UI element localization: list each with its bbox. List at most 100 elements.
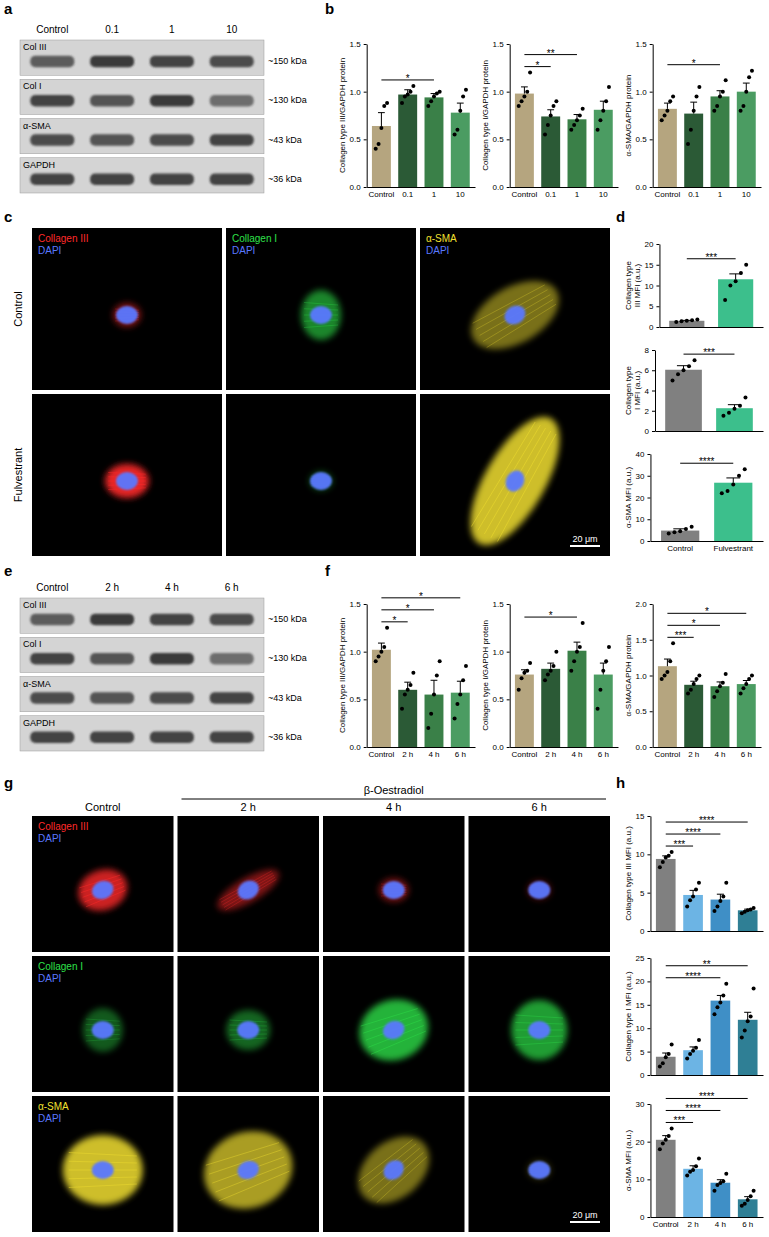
x-axis-line [656, 431, 764, 432]
y-tick: 2.0 [636, 600, 653, 609]
error-bar [524, 87, 525, 94]
bar [398, 95, 417, 187]
bar [568, 119, 587, 187]
significance-label: ** [547, 48, 555, 59]
y-tick-mark [647, 1028, 650, 1029]
bar-chart: Collagen type I/GAPDH protein0.00.51.01.… [481, 600, 619, 759]
cell-fibre [375, 1157, 429, 1203]
y-axis-title-line: Collagen type [624, 260, 633, 309]
y-tick-label: 20 [636, 977, 645, 986]
y-tick: 25 [636, 954, 651, 963]
cell [379, 878, 409, 902]
significance-label: **** [685, 827, 701, 838]
data-point [432, 693, 436, 697]
data-point [554, 99, 558, 103]
blot-strip [20, 158, 264, 193]
cell-fibre [515, 1015, 563, 1018]
channel-label: Collagen III [38, 821, 89, 832]
cell-body [511, 1000, 567, 1060]
y-axis: 0.00.51.01.5 [493, 600, 511, 752]
y-tick-mark [507, 699, 510, 700]
significance-label: *** [674, 1115, 686, 1126]
group-line [182, 799, 607, 800]
blot-band [30, 95, 74, 106]
y-tick-mark [364, 604, 367, 605]
error-bar [720, 995, 721, 1000]
data-point [660, 677, 664, 681]
y-tick-mark [364, 139, 367, 140]
y-tick: 40 [636, 450, 651, 459]
panel-letter: e [4, 562, 12, 579]
y-tick: 0.0 [636, 183, 653, 192]
micrograph [226, 394, 416, 556]
data-point [572, 123, 576, 127]
blot-strip [20, 716, 264, 751]
lane-label: 10 [226, 24, 238, 35]
bar [737, 92, 756, 187]
row-label: Control [12, 291, 24, 326]
error-cap [690, 102, 697, 103]
x-tick: 0.1 [402, 190, 414, 199]
y-tick-label: 40 [636, 450, 645, 459]
cell-body [301, 290, 341, 340]
nucleus [380, 1018, 407, 1042]
y-tick-label: 10 [636, 1024, 645, 1033]
panel-letter: b [325, 0, 334, 17]
bar-chart: α-SMA MFI (a.u.)0102030Control2 h4 h6 h*… [624, 1091, 764, 1228]
y-tick-label: 0 [640, 1071, 645, 1080]
x-tick-label: Control [511, 190, 537, 199]
significance-label: **** [699, 815, 715, 826]
y-tick-label: 1.5 [493, 40, 505, 49]
data-point [549, 114, 553, 118]
blot-strip [20, 119, 264, 154]
y-tick-mark [656, 306, 659, 307]
data-point [692, 682, 696, 686]
data-point [604, 99, 608, 103]
data-point [598, 688, 602, 692]
error-bar [381, 643, 382, 650]
x-axis: Control0.1110 [653, 188, 761, 199]
cell-fibre [69, 1153, 137, 1157]
data-point [374, 147, 378, 151]
y-axis-line [650, 1105, 651, 1218]
cell-fibre [478, 424, 540, 531]
y-tick: 15 [645, 261, 660, 270]
panel-letter: a [4, 0, 13, 17]
x-axis-line [510, 187, 618, 188]
scale-bar-label: 20 μm [572, 534, 597, 544]
x-tick-label: 10 [742, 190, 751, 199]
data-point [749, 1015, 753, 1019]
nucleus [235, 1158, 262, 1182]
y-tick-mark [647, 958, 650, 959]
y-tick-mark [507, 44, 510, 45]
cell-fibre [515, 1042, 563, 1045]
error-bar [603, 101, 604, 110]
significance-label: * [406, 73, 410, 84]
data-point [721, 681, 725, 685]
x-tick-label: 6 h [598, 750, 609, 759]
x-tick: Control [654, 750, 680, 759]
y-tick-label: 1.0 [350, 88, 362, 97]
data-point [667, 1052, 671, 1056]
y-tick: 0 [640, 1213, 650, 1222]
y-tick-mark [507, 92, 510, 93]
y-tick-mark [656, 286, 659, 287]
y-axis-title: α-SMA MFI (a.u.) [624, 467, 633, 528]
x-tick-label: Control [368, 190, 394, 199]
y-axis-title: Collagen type I MFI (a.u.) [624, 971, 633, 1062]
micrograph [32, 394, 222, 556]
cell [511, 1000, 567, 1060]
error-bar [733, 478, 734, 483]
y-axis-line [367, 605, 368, 748]
y-axis-title-line: Collagen type III/GAPDH protein [338, 618, 347, 733]
data-point [461, 94, 465, 98]
data-point [682, 368, 686, 372]
error-cap [457, 103, 464, 104]
bar [398, 690, 417, 747]
error-cap [404, 682, 411, 683]
x-tick-label: 4 h [714, 750, 725, 759]
y-tick-label: 15 [636, 812, 645, 821]
x-tick: 4 h [715, 1220, 726, 1229]
y-tick-mark [650, 747, 653, 748]
lane-label: 2 h [105, 582, 119, 593]
